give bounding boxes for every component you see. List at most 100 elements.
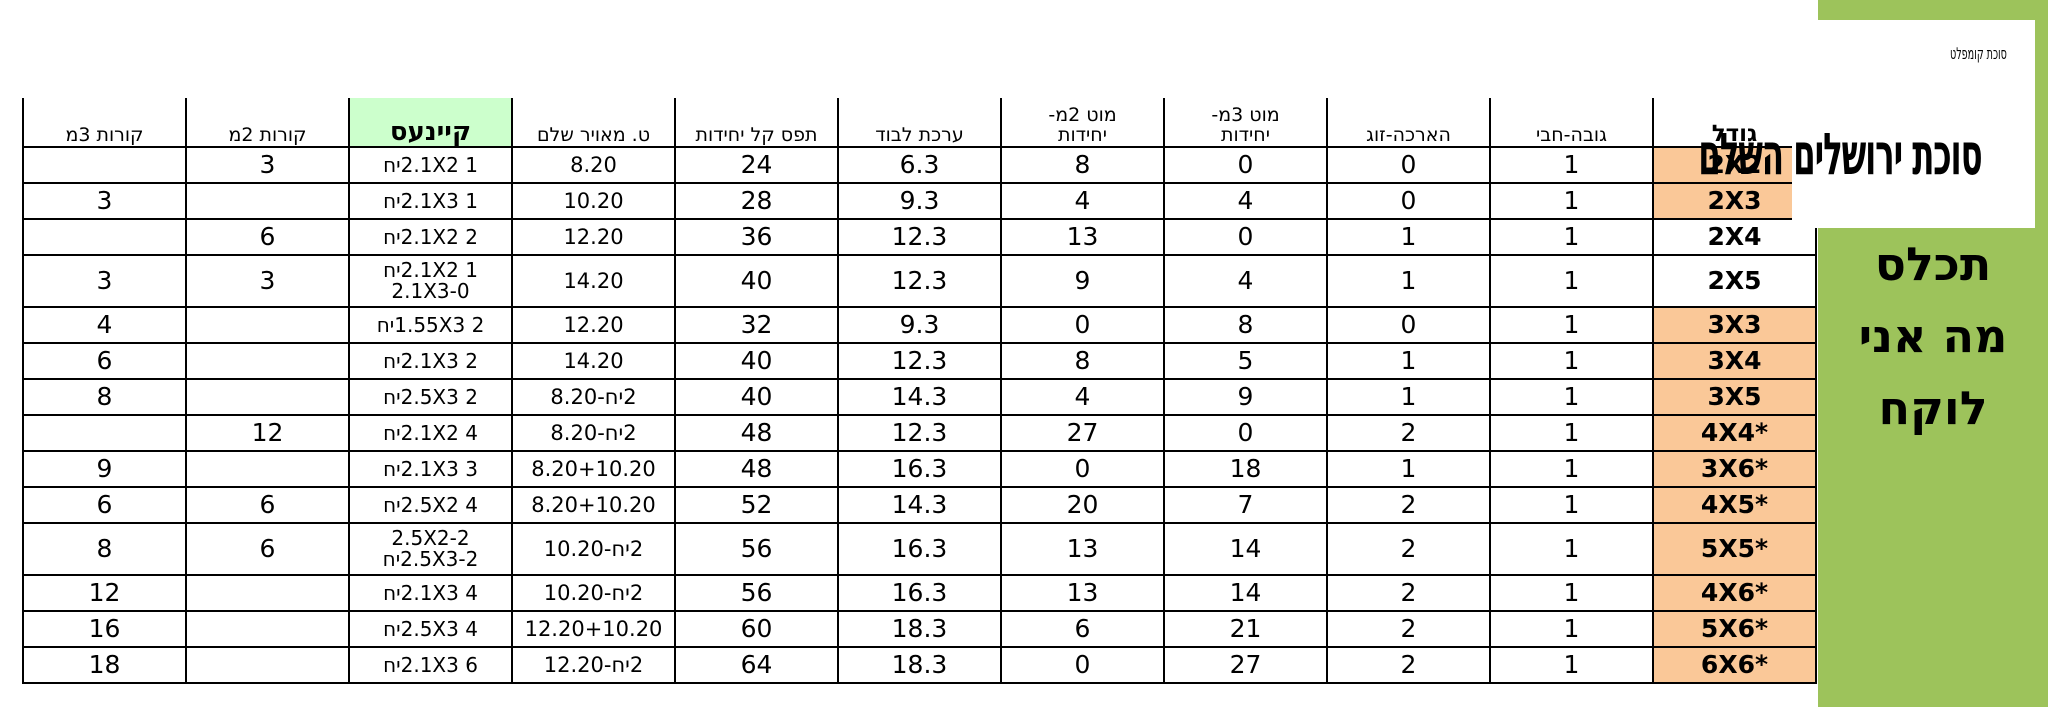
table-cell: 0 (1163, 414, 1328, 452)
table-cell: 6 (185, 486, 350, 524)
table-cell: 2X4 (1652, 218, 1817, 256)
table-cell: 1 (1489, 342, 1654, 380)
table-cell: 18 (1163, 450, 1328, 488)
table-cell: 40 (674, 254, 839, 308)
column-header: קורות 3מ (22, 98, 187, 148)
table-row: 3 2.1X3 1יח 10.20 28 9.3 4 4 0 1 2X3 (22, 182, 1817, 220)
logo-subtitle: סוכת קומפלט (1950, 44, 2007, 63)
table-cell: 6 (1000, 610, 1165, 648)
table-cell: 2 (1326, 414, 1491, 452)
table-cell: 1 (1326, 218, 1491, 256)
table-cell: 12.20+10.20 (511, 610, 676, 648)
table-cell: 12.3 (837, 218, 1002, 256)
table-row: 12 2.1X3 4יח 2יח-10.20 56 16.3 13 14 2 1 4X6* (22, 574, 1817, 612)
table-cell: 4X6* (1652, 574, 1817, 612)
table-cell: 2X3 (1652, 182, 1817, 220)
table-cell: 3X6* (1652, 450, 1817, 488)
table-cell: 2יח-12.20 (511, 646, 676, 684)
table-cell: 20 (1000, 486, 1165, 524)
table-cell: 8 (1000, 342, 1165, 380)
table-cell: 3 (185, 254, 350, 308)
table-cell: 4 (1163, 182, 1328, 220)
table-cell: 0 (1163, 218, 1328, 256)
table-cell: 8 (22, 378, 187, 416)
table-cell: 2.5X3 2יח (348, 378, 513, 416)
table-cell: 1 (1489, 522, 1654, 576)
table-cell: 14 (1163, 522, 1328, 576)
column-header: גודל (1652, 98, 1817, 148)
table-cell: 4X4* (1652, 414, 1817, 452)
table-cell: 2.1X3 1יח (348, 182, 513, 220)
table-cell: 1 (1489, 610, 1654, 648)
table-cell (185, 306, 350, 344)
table-cell: 3 (185, 146, 350, 184)
table-cell: 21 (1163, 610, 1328, 648)
table-cell (22, 414, 187, 452)
table-cell: 14.3 (837, 486, 1002, 524)
table-row: 3 3 2.1X2 1יח 2.1X3-0 14.20 40 12.3 9 4 1 1 2X5 (22, 254, 1817, 308)
column-header: מוט 3מ- יחידות (1163, 98, 1328, 148)
table-row: 12 2.1X2 4יח 2יח-8.20 48 12.3 27 0 2 1 4X4* (22, 414, 1817, 452)
table-cell: 2.5X2-2 2.5X3-2יח (348, 522, 513, 576)
table-cell: 12 (185, 414, 350, 452)
table-cell: 14.20 (511, 342, 676, 380)
table-cell: 27 (1163, 646, 1328, 684)
table-cell: 8 (22, 522, 187, 576)
table-cell: 4 (22, 306, 187, 344)
table-cell: 48 (674, 414, 839, 452)
table-cell: 6 (185, 522, 350, 576)
table-cell: 1 (1489, 414, 1654, 452)
table-cell: 1 (1489, 146, 1654, 184)
table-cell (185, 574, 350, 612)
table-cell: 52 (674, 486, 839, 524)
table-cell: 10.20 (511, 182, 676, 220)
table-row: 3 2.1X2 1יח 8.20 24 6.3 8 0 0 1 2X2 (22, 146, 1817, 184)
table-cell: 9 (1000, 254, 1165, 308)
panel-line: תכלס (1874, 237, 1992, 291)
table-cell: 8 (1163, 306, 1328, 344)
table-cell: 2יח-10.20 (511, 522, 676, 576)
table-cell: 0 (1000, 646, 1165, 684)
panel-text: תכלס מה אני לוקח (1818, 228, 2048, 444)
table-cell: 14.20 (511, 254, 676, 308)
table-cell: 6 (22, 486, 187, 524)
table-cell: 28 (674, 182, 839, 220)
table-cell: 4X5* (1652, 486, 1817, 524)
table-cell: 18.3 (837, 610, 1002, 648)
table-cell: 12.3 (837, 254, 1002, 308)
table-cell: 12 (22, 574, 187, 612)
table-cell: 1 (1489, 646, 1654, 684)
panel-line: לוקח (1878, 381, 1988, 435)
column-header: מוט 2מ- יחידות (1000, 98, 1165, 148)
table-cell: 56 (674, 574, 839, 612)
table-cell: 56 (674, 522, 839, 576)
table-cell: 6X6* (1652, 646, 1817, 684)
table-cell: 0 (1163, 146, 1328, 184)
table-cell: 16 (22, 610, 187, 648)
column-header: תפס קל יחידות (674, 98, 839, 148)
table-cell: 6.3 (837, 146, 1002, 184)
table-cell: 2יח-8.20 (511, 378, 676, 416)
table-cell: 9 (22, 450, 187, 488)
table-cell: 9 (1163, 378, 1328, 416)
table-cell: 27 (1000, 414, 1165, 452)
table-cell: 8.20+10.20 (511, 450, 676, 488)
table-cell: 0 (1000, 306, 1165, 344)
table-cell: 1 (1489, 574, 1654, 612)
table-cell (185, 378, 350, 416)
column-header: קיינעס (348, 98, 513, 148)
panel-line: מה אני (1858, 309, 2008, 363)
table-cell: 2 (1326, 574, 1491, 612)
table-cell: 12.20 (511, 218, 676, 256)
table-cell: 8.20+10.20 (511, 486, 676, 524)
logo-title: סוכת ירושלים השלם (1698, 120, 1982, 188)
table-cell: 5X5* (1652, 522, 1817, 576)
table-cell: 18 (22, 646, 187, 684)
table-cell: 12.3 (837, 414, 1002, 452)
sukkah-table: קורות 3מ קורות 2מ קיינעס ט. מאויר שלם תפס קל… (22, 98, 1817, 684)
table-cell: 1 (1489, 450, 1654, 488)
table-cell: 1.55X3 2יח (348, 306, 513, 344)
table-row: 16 2.5X3 4יח 12.20+10.20 60 18.3 6 21 2 1 5X6* (22, 610, 1817, 648)
table-cell: 2 (1326, 646, 1491, 684)
